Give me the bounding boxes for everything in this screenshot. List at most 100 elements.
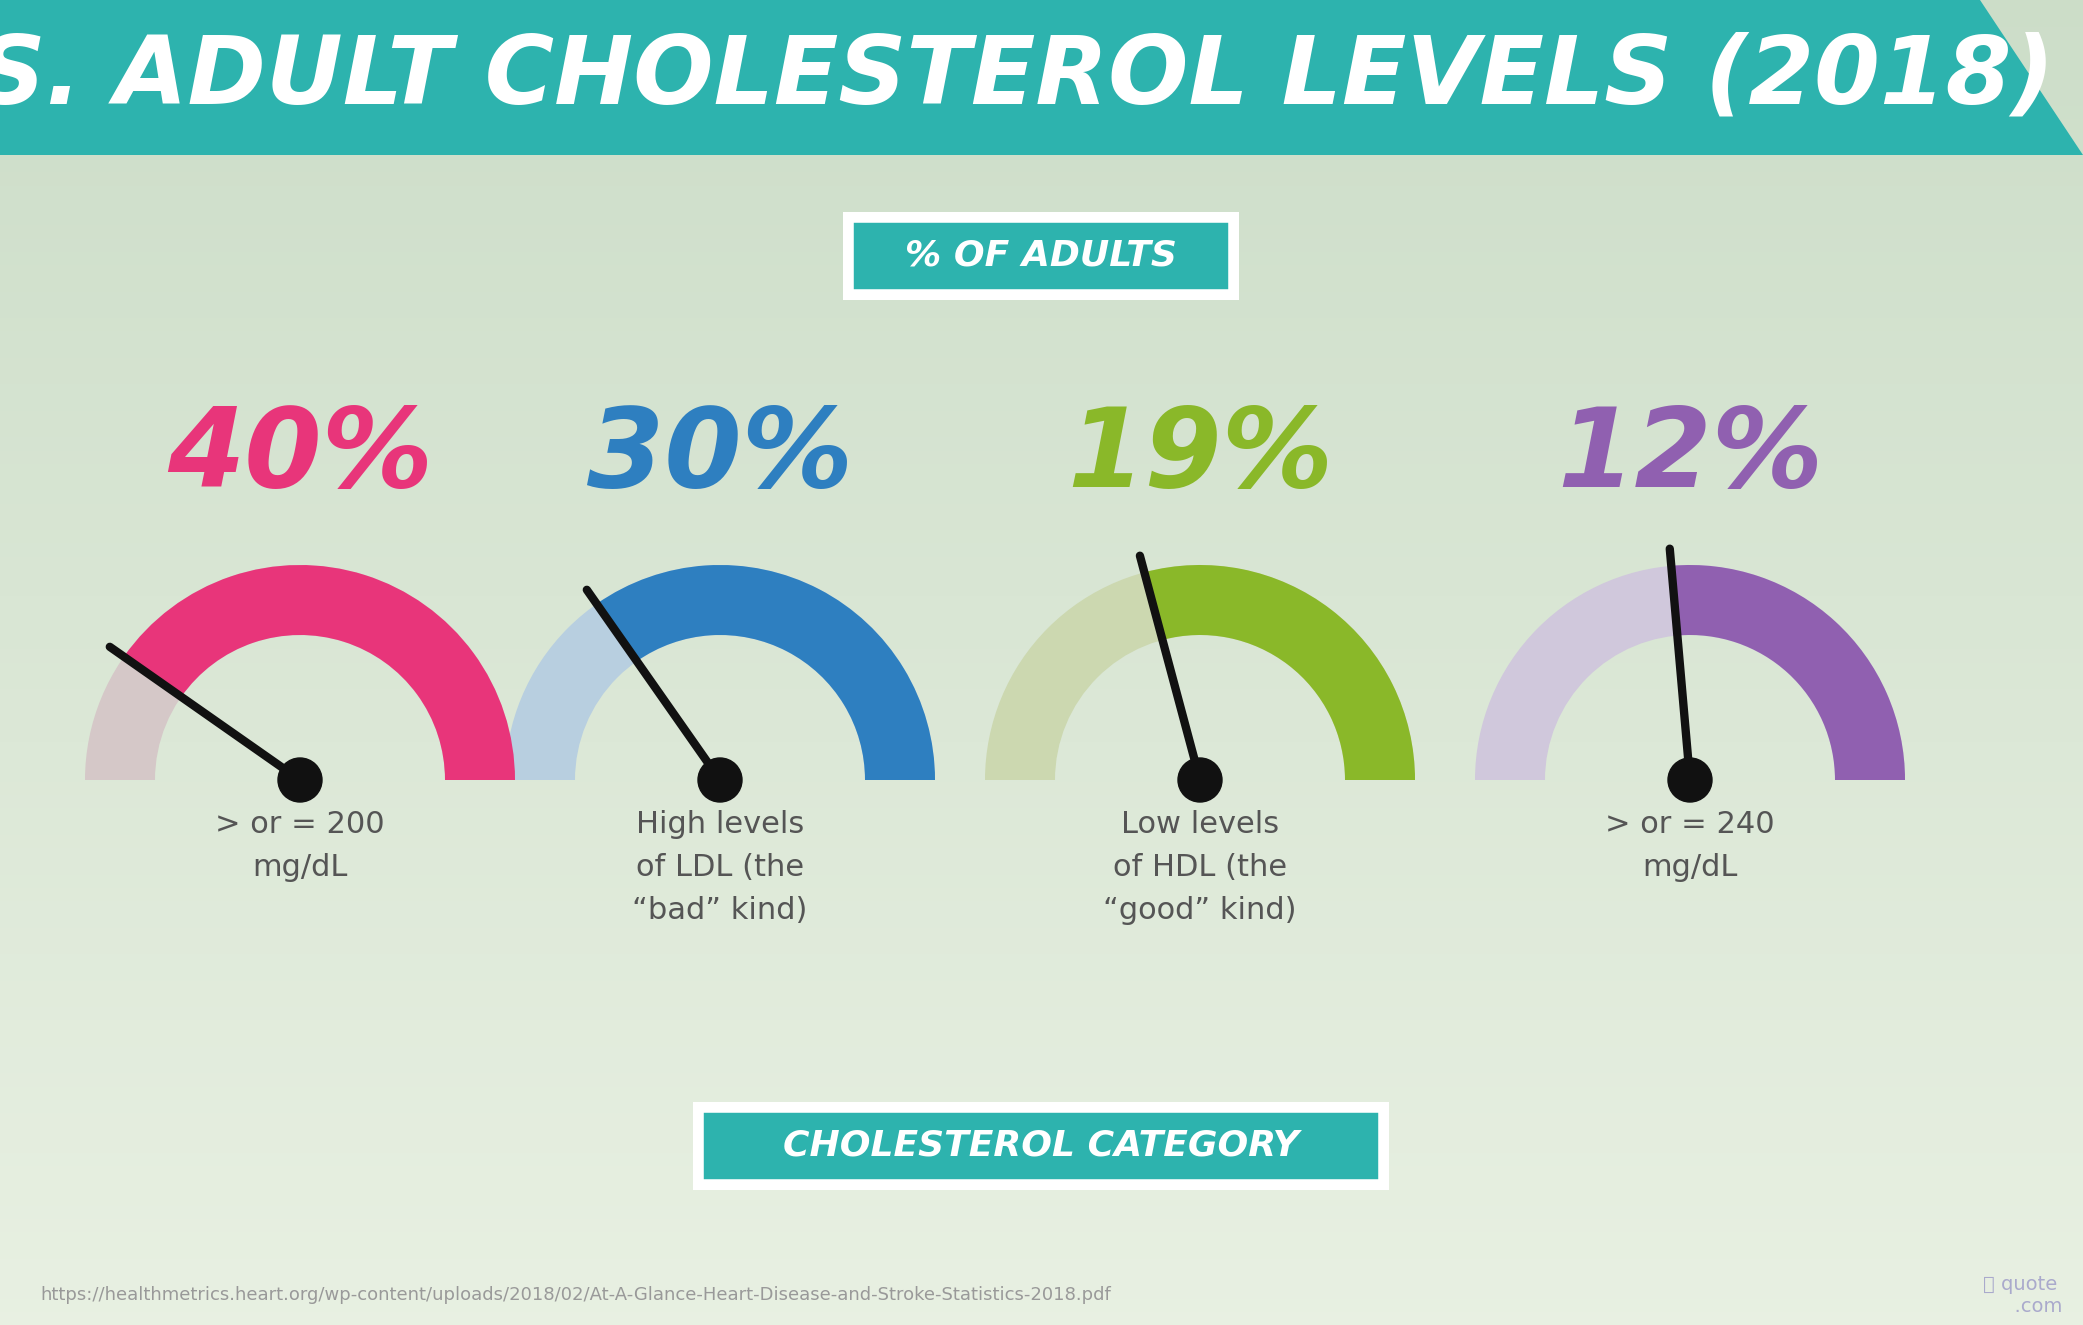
Polygon shape: [0, 26, 2083, 40]
Polygon shape: [0, 729, 2083, 742]
Polygon shape: [0, 225, 2083, 238]
Polygon shape: [0, 662, 2083, 676]
Polygon shape: [0, 808, 2083, 822]
Text: 12%: 12%: [1556, 403, 1823, 510]
Circle shape: [277, 758, 323, 802]
Polygon shape: [0, 132, 2083, 146]
Polygon shape: [0, 610, 2083, 623]
Polygon shape: [0, 1192, 2083, 1206]
Polygon shape: [0, 278, 2083, 292]
Polygon shape: [0, 371, 2083, 384]
Wedge shape: [123, 564, 515, 780]
Text: 30%: 30%: [587, 403, 854, 510]
Polygon shape: [0, 570, 2083, 583]
Polygon shape: [0, 504, 2083, 517]
Wedge shape: [1475, 564, 1906, 780]
Polygon shape: [0, 596, 2083, 610]
Polygon shape: [0, 1206, 2083, 1219]
Polygon shape: [0, 1219, 2083, 1232]
Polygon shape: [0, 1126, 2083, 1140]
Polygon shape: [0, 1086, 2083, 1100]
Polygon shape: [0, 199, 2083, 212]
Polygon shape: [0, 305, 2083, 318]
Polygon shape: [0, 1153, 2083, 1166]
Polygon shape: [0, 53, 2083, 66]
Polygon shape: [0, 676, 2083, 689]
Polygon shape: [0, 252, 2083, 265]
Polygon shape: [0, 583, 2083, 596]
Polygon shape: [0, 477, 2083, 490]
Wedge shape: [85, 564, 515, 780]
Polygon shape: [0, 689, 2083, 702]
Wedge shape: [985, 564, 1414, 780]
Polygon shape: [0, 517, 2083, 530]
Polygon shape: [0, 927, 2083, 941]
FancyBboxPatch shape: [702, 1110, 1381, 1182]
Polygon shape: [0, 556, 2083, 570]
Polygon shape: [0, 186, 2083, 199]
Polygon shape: [0, 1166, 2083, 1179]
Circle shape: [1668, 758, 1712, 802]
Polygon shape: [0, 265, 2083, 278]
Polygon shape: [0, 874, 2083, 888]
Polygon shape: [0, 106, 2083, 119]
Polygon shape: [0, 888, 2083, 901]
Polygon shape: [0, 159, 2083, 172]
Wedge shape: [1671, 564, 1906, 780]
Polygon shape: [0, 954, 2083, 967]
Polygon shape: [0, 119, 2083, 132]
Polygon shape: [0, 1312, 2083, 1325]
Polygon shape: [0, 1140, 2083, 1153]
Text: % OF ADULTS: % OF ADULTS: [904, 238, 1177, 273]
Polygon shape: [0, 13, 2083, 26]
Polygon shape: [0, 994, 2083, 1007]
FancyBboxPatch shape: [694, 1102, 1389, 1190]
Text: > or = 200
mg/dL: > or = 200 mg/dL: [215, 810, 385, 882]
Polygon shape: [0, 768, 2083, 782]
Polygon shape: [0, 1073, 2083, 1086]
Polygon shape: [0, 0, 2083, 13]
Polygon shape: [0, 795, 2083, 808]
Circle shape: [1179, 758, 1223, 802]
Polygon shape: [0, 1272, 2083, 1285]
Polygon shape: [0, 1285, 2083, 1298]
Polygon shape: [0, 0, 2083, 155]
Text: 19%: 19%: [1066, 403, 1333, 510]
Polygon shape: [0, 172, 2083, 186]
Polygon shape: [0, 636, 2083, 649]
Text: Ⓜ quote
      .com: Ⓜ quote .com: [1977, 1275, 2062, 1316]
Polygon shape: [0, 358, 2083, 371]
Polygon shape: [0, 1007, 2083, 1020]
Polygon shape: [0, 331, 2083, 344]
Polygon shape: [0, 80, 2083, 93]
Polygon shape: [0, 212, 2083, 225]
Polygon shape: [0, 451, 2083, 464]
Polygon shape: [0, 1047, 2083, 1060]
Polygon shape: [0, 146, 2083, 159]
Polygon shape: [0, 1034, 2083, 1047]
Polygon shape: [0, 464, 2083, 477]
Polygon shape: [0, 835, 2083, 848]
FancyBboxPatch shape: [852, 220, 1231, 292]
Polygon shape: [0, 40, 2083, 53]
Text: CHOLESTEROL CATEGORY: CHOLESTEROL CATEGORY: [783, 1129, 1300, 1163]
Polygon shape: [0, 543, 2083, 556]
Polygon shape: [0, 344, 2083, 358]
Text: U.S. ADULT CHOLESTEROL LEVELS (2018): U.S. ADULT CHOLESTEROL LEVELS (2018): [0, 32, 2054, 123]
Polygon shape: [0, 1246, 2083, 1259]
Polygon shape: [0, 623, 2083, 636]
Polygon shape: [0, 93, 2083, 106]
Polygon shape: [0, 530, 2083, 543]
Polygon shape: [0, 822, 2083, 835]
Circle shape: [698, 758, 742, 802]
Polygon shape: [0, 66, 2083, 80]
Polygon shape: [0, 424, 2083, 437]
Polygon shape: [0, 1020, 2083, 1034]
Polygon shape: [0, 914, 2083, 927]
Polygon shape: [0, 1113, 2083, 1126]
FancyBboxPatch shape: [844, 212, 1239, 299]
Polygon shape: [0, 941, 2083, 954]
Wedge shape: [504, 564, 935, 780]
Polygon shape: [0, 702, 2083, 716]
Polygon shape: [0, 1259, 2083, 1272]
